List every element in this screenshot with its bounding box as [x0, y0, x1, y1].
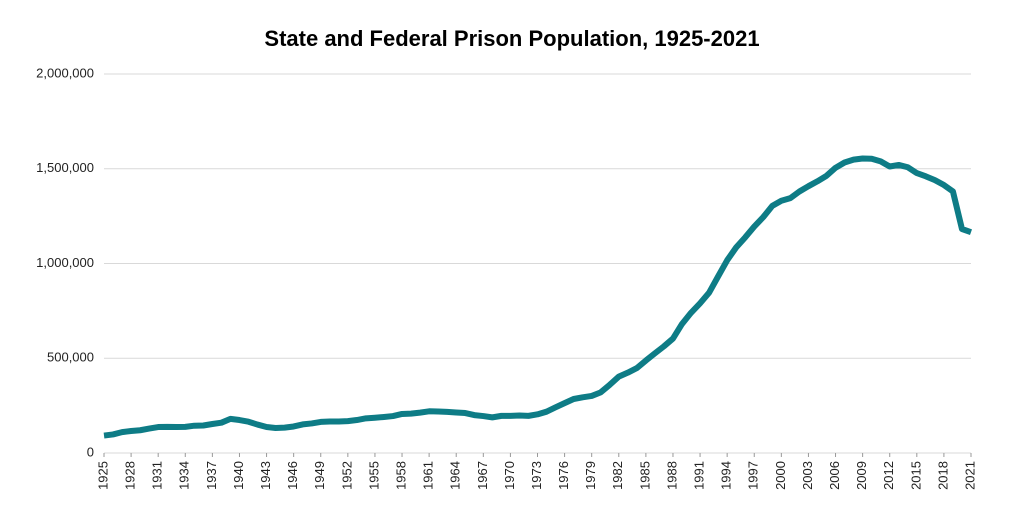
x-tick-label: 1988 [664, 461, 679, 490]
y-tick-label: 500,000 [47, 350, 94, 365]
y-tick-label: 0 [87, 444, 94, 459]
x-tick-label: 1940 [231, 461, 246, 490]
x-tick-label: 2003 [800, 461, 815, 490]
x-tick-label: 1994 [719, 461, 734, 490]
x-tick-label: 2009 [854, 461, 869, 490]
x-tick-label: 1934 [177, 461, 192, 490]
data-line [103, 155, 973, 439]
y-tick-label: 1,500,000 [36, 160, 94, 175]
x-tick-label: 1955 [366, 461, 381, 490]
x-tick-label: 1973 [529, 461, 544, 490]
x-tick-label: 1937 [204, 461, 219, 490]
x-tick-label: 1985 [637, 461, 652, 490]
x-tick-label: 2021 [962, 461, 977, 490]
x-tick-label: 1952 [339, 461, 354, 490]
x-tick-label: 1949 [312, 461, 327, 490]
x-tick-label: 1976 [556, 461, 571, 490]
x-tick-label: 1970 [502, 461, 517, 490]
x-tick-label: 2018 [935, 461, 950, 490]
x-tick-label: 1943 [258, 461, 273, 490]
x-tick-label: 1946 [285, 461, 300, 490]
x-tick-label: 1991 [692, 461, 707, 490]
chart-title: State and Federal Prison Population, 192… [264, 26, 759, 51]
y-tick-label: 2,000,000 [36, 65, 94, 80]
x-tick-label: 1928 [123, 461, 138, 490]
x-tick-label: 1925 [95, 461, 110, 490]
x-tick-label: 2015 [908, 461, 923, 490]
x-tick-label: 1961 [421, 461, 436, 490]
x-tick-label: 1979 [583, 461, 598, 490]
y-tick-label: 1,000,000 [36, 255, 94, 270]
x-tick-label: 1964 [448, 461, 463, 490]
x-tick-label: 2006 [827, 461, 842, 490]
x-tick-label: 1958 [393, 461, 408, 490]
x-tick-label: 1967 [475, 461, 490, 490]
x-tick-label: 1931 [150, 461, 165, 490]
x-tick-label: 1982 [610, 461, 625, 490]
x-tick-label: 2012 [881, 461, 896, 490]
x-tick-label: 2000 [773, 461, 788, 490]
x-tick-label: 1997 [746, 461, 761, 490]
